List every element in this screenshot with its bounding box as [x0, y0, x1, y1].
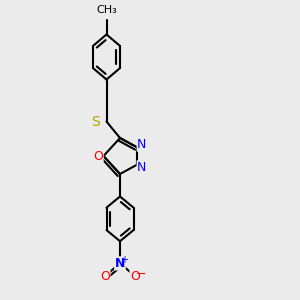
Text: CH₃: CH₃ [96, 5, 117, 15]
Text: N: N [137, 138, 147, 151]
Text: O: O [100, 269, 110, 283]
Text: +: + [120, 255, 128, 266]
Text: N: N [115, 257, 125, 270]
Text: S: S [92, 115, 100, 128]
Text: O: O [93, 149, 103, 163]
Text: −: − [136, 268, 146, 281]
Text: O: O [130, 269, 140, 283]
Text: N: N [137, 161, 147, 174]
